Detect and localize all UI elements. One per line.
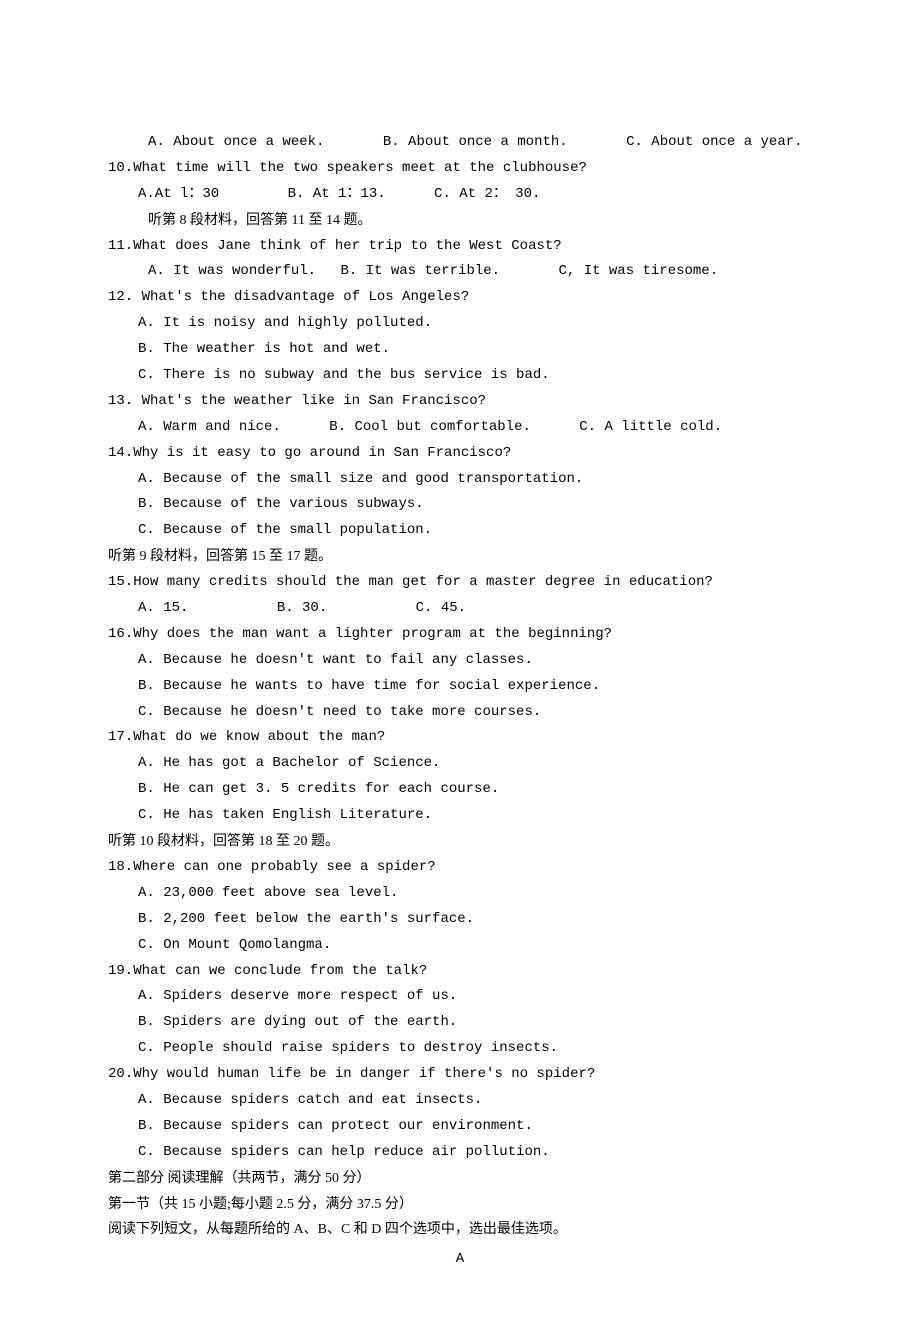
q12-option-c: C. There is no subway and the bus servic… [108,363,812,389]
section-2-subtitle-text: 第一节（共 15 小题;每小题 2.5 分，满分 37.5 分） [108,1197,413,1212]
section-2-instruction: 阅读下列短文，从每题所给的 A、B、C 和 D 四个选项中，选出最佳选项。 [108,1217,812,1243]
q16-stem: 16.Why does the man want a lighter progr… [108,622,812,648]
question-19: 19.What can we conclude from the talk? A… [108,959,812,1063]
q9-option-c: C. About once a year. [626,130,802,156]
q17-stem: 17.What do we know about the man? [108,725,812,751]
q13-option-c: C. A little cold. [579,415,722,441]
q10-option-b: B. At 1：13. [288,182,386,208]
q13-option-line: A. Warm and nice. B. Cool but comfortabl… [108,415,812,441]
q16-option-a: A. Because he doesn't want to fail any c… [108,648,812,674]
q14-option-a: A. Because of the small size and good tr… [108,467,812,493]
instruction-section-8: 听第 8 段材料，回答第 11 至 14 题。 [108,208,812,234]
q12-stem: 12. What's the disadvantage of Los Angel… [108,285,812,311]
q11-option-c: C, It was tiresome. [558,259,718,285]
q18-option-b: B. 2,200 feet below the earth's surface. [108,907,812,933]
q15-option-a: A. 15. [138,596,188,622]
q11-stem: 11.What does Jane think of her trip to t… [108,234,812,260]
instruction-section-9: 听第 9 段材料，回答第 15 至 17 题。 [108,544,812,570]
q15-option-b: B. 30. [277,596,327,622]
q10-option-c: C. At 2： 30. [434,182,540,208]
q18-option-c: C. On Mount Qomolangma. [108,933,812,959]
q15-option-line: A. 15. B. 30. C. 45. [108,596,812,622]
question-13: 13. What's the weather like in San Franc… [108,389,812,441]
q14-stem: 14.Why is it easy to go around in San Fr… [108,441,812,467]
instruction-section-10: 听第 10 段材料，回答第 18 至 20 题。 [108,829,812,855]
q15-stem: 15.How many credits should the man get f… [108,570,812,596]
q10-option-line: A.At l：30 B. At 1：13. C. At 2： 30. [108,182,812,208]
question-9-options: A. About once a week. B. About once a mo… [108,130,812,156]
q17-option-b: B. He can get 3. 5 credits for each cour… [108,777,812,803]
question-14: 14.Why is it easy to go around in San Fr… [108,441,812,545]
q10-stem: 10.What time will the two speakers meet … [108,156,812,182]
question-15: 15.How many credits should the man get f… [108,570,812,622]
passage-letter-a: A [108,1247,812,1273]
q13-stem: 13. What's the weather like in San Franc… [108,389,812,415]
q13-option-a: A. Warm and nice. [138,415,281,441]
q19-option-a: A. Spiders deserve more respect of us. [108,984,812,1010]
q12-option-a: A. It is noisy and highly polluted. [108,311,812,337]
question-18: 18.Where can one probably see a spider? … [108,855,812,959]
section-2-subtitle: 第一节（共 15 小题;每小题 2.5 分，满分 37.5 分） [108,1192,812,1218]
q20-stem: 20.Why would human life be in danger if … [108,1062,812,1088]
q11-option-line: A. It was wonderful. B. It was terrible.… [108,259,812,285]
question-20: 20.Why would human life be in danger if … [108,1062,812,1166]
q18-stem: 18.Where can one probably see a spider? [108,855,812,881]
q17-option-a: A. He has got a Bachelor of Science. [108,751,812,777]
section-2-title: 第二部分 阅读理解（共两节，满分 50 分） [108,1166,812,1192]
q9-option-line: A. About once a week. B. About once a mo… [108,130,812,156]
q20-option-c: C. Because spiders can help reduce air p… [108,1140,812,1166]
q11-option-a: A. It was wonderful. [148,259,316,285]
q9-option-a: A. About once a week. [148,130,324,156]
question-11: 11.What does Jane think of her trip to t… [108,234,812,286]
q16-option-c: C. Because he doesn't need to take more … [108,700,812,726]
q13-option-b: B. Cool but comfortable. [329,415,531,441]
q10-option-a: A.At l：30 [138,182,219,208]
q19-option-c: C. People should raise spiders to destro… [108,1036,812,1062]
q20-option-a: A. Because spiders catch and eat insects… [108,1088,812,1114]
question-10: 10.What time will the two speakers meet … [108,156,812,208]
q18-option-a: A. 23,000 feet above sea level. [108,881,812,907]
question-17: 17.What do we know about the man? A. He … [108,725,812,829]
q12-option-b: B. The weather is hot and wet. [108,337,812,363]
q14-option-b: B. Because of the various subways. [108,492,812,518]
q19-stem: 19.What can we conclude from the talk? [108,959,812,985]
q20-option-b: B. Because spiders can protect our envir… [108,1114,812,1140]
question-16: 16.Why does the man want a lighter progr… [108,622,812,726]
q17-option-c: C. He has taken English Literature. [108,803,812,829]
q15-option-c: C. 45. [416,596,466,622]
q9-option-b: B. About once a month. [383,130,568,156]
q11-option-b: B. It was terrible. [340,259,500,285]
q14-option-c: C. Because of the small population. [108,518,812,544]
q19-option-b: B. Spiders are dying out of the earth. [108,1010,812,1036]
question-12: 12. What's the disadvantage of Los Angel… [108,285,812,389]
q16-option-b: B. Because he wants to have time for soc… [108,674,812,700]
